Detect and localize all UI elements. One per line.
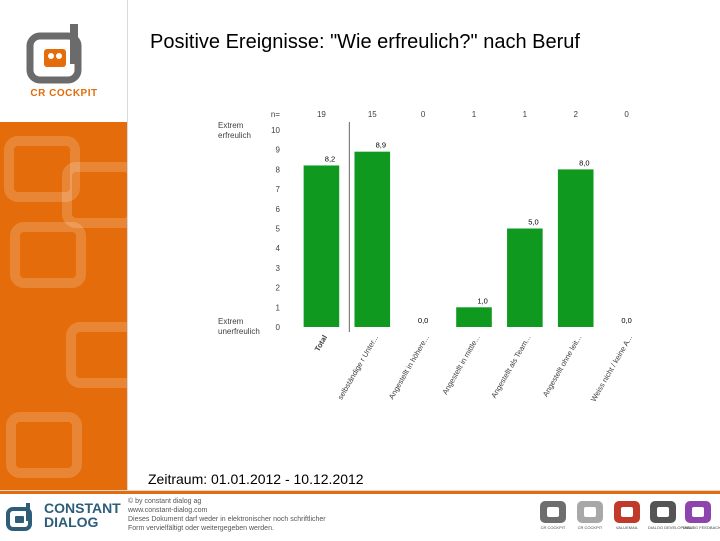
product-logo-label: DIALOG DEVELOPMENT — [648, 525, 695, 530]
n-count: 1 — [472, 110, 477, 119]
cr-cockpit-logo-icon — [26, 24, 82, 84]
constant-dialog-logo-icon — [6, 503, 32, 531]
n-count: 0 — [421, 110, 426, 119]
footer: CONSTANT DIALOG © by constant dialog ag … — [0, 490, 720, 541]
n-count: 1 — [523, 110, 528, 119]
y-label-top: erfreulich — [218, 131, 251, 140]
product-logo: DIALOG FEEDBACK — [683, 501, 720, 530]
category-label: Angestellt ohne leit... — [541, 334, 584, 399]
product-logo-label: DIALOG FEEDBACK — [683, 525, 720, 530]
n-count: 19 — [317, 110, 326, 119]
time-period: Zeitraum: 01.01.2012 - 10.12.2012 — [148, 471, 364, 487]
y-tick-label: 5 — [276, 225, 281, 234]
y-tick-label: 6 — [276, 205, 281, 214]
product-logo-label: CR COCKPIT — [540, 525, 566, 530]
product-logo: VALUEMAIL — [612, 501, 642, 530]
legal-line: www.constant-dialog.com — [128, 507, 208, 514]
footer-brand-line1: CONSTANT — [44, 500, 121, 516]
y-tick-label: 2 — [276, 284, 281, 293]
bar — [303, 165, 340, 327]
y-tick-label: 7 — [276, 185, 281, 194]
bar — [456, 307, 492, 327]
data-label: 5,0 — [528, 218, 538, 227]
n-count: 15 — [368, 110, 377, 119]
product-logo-icon — [614, 501, 640, 523]
product-logo-icon — [650, 501, 676, 523]
product-logo: CR COCKPIT — [538, 501, 568, 530]
bar-chart: 012345678910ExtremerfreulichExtremunerfr… — [218, 110, 634, 404]
category-label: selbständige r Unter... — [336, 334, 380, 402]
y-tick-label: 10 — [271, 126, 280, 135]
sidebar-decoration — [0, 122, 142, 490]
sidebar: CR COCKPIT — [0, 0, 142, 490]
category-label: Angestellt als Team... — [489, 334, 532, 400]
product-logo-icon — [540, 501, 566, 523]
page-title: Positive Ereignisse: "Wie erfreulich?" n… — [150, 31, 580, 53]
sidebar-divider — [127, 0, 128, 490]
category-label: Angestellt in höhere... — [387, 334, 431, 401]
product-logo: DIALOG DEVELOPMENT — [648, 501, 695, 530]
category-label: Angestellt in mittle... — [440, 334, 481, 397]
legal-line: Form vervielfältigt oder weitergegeben w… — [128, 525, 274, 532]
data-label: 1,0 — [477, 296, 487, 305]
y-tick-label: 9 — [276, 146, 281, 155]
y-label-bottom: Extrem — [218, 317, 244, 326]
data-label: 8,2 — [325, 154, 335, 163]
data-label: 0,0 — [621, 316, 631, 325]
bar — [557, 169, 594, 327]
data-label: 0,0 — [418, 316, 428, 325]
n-count: 2 — [573, 110, 578, 119]
legal-line: Dieses Dokument darf weder in elektronis… — [128, 516, 326, 523]
footer-brand: CONSTANT DIALOG — [44, 501, 121, 529]
bar — [354, 151, 391, 327]
product-logo-label: VALUEMAIL — [615, 525, 639, 530]
y-label-top: Extrem — [218, 121, 244, 130]
data-label: 8,9 — [376, 141, 386, 150]
n-label: n= — [271, 110, 280, 119]
y-tick-label: 1 — [276, 303, 281, 312]
category-label: Weiss nicht / keine A... — [589, 334, 634, 404]
bar — [507, 228, 543, 327]
product-logo-icon — [685, 501, 711, 523]
y-tick-label: 8 — [276, 165, 281, 174]
y-tick-label: 0 — [276, 323, 281, 332]
footer-accent-line — [0, 491, 720, 494]
n-count: 0 — [624, 110, 629, 119]
product-logo-label: CR COCKPIT — [577, 525, 603, 530]
product-logo: CR COCKPIT — [575, 501, 605, 530]
y-tick-label: 3 — [276, 264, 281, 273]
logo-text: CR COCKPIT — [30, 88, 98, 99]
y-label-bottom: unerfreulich — [218, 327, 260, 336]
category-label: Total — [313, 334, 329, 354]
y-tick-label: 4 — [276, 244, 281, 253]
footer-legal: © by constant dialog ag www.constant-dia… — [128, 497, 388, 533]
legal-line: © by constant dialog ag — [128, 498, 202, 505]
footer-brand-line2: DIALOG — [44, 514, 99, 530]
product-logo-icon — [577, 501, 603, 523]
data-label: 8,0 — [579, 158, 589, 167]
